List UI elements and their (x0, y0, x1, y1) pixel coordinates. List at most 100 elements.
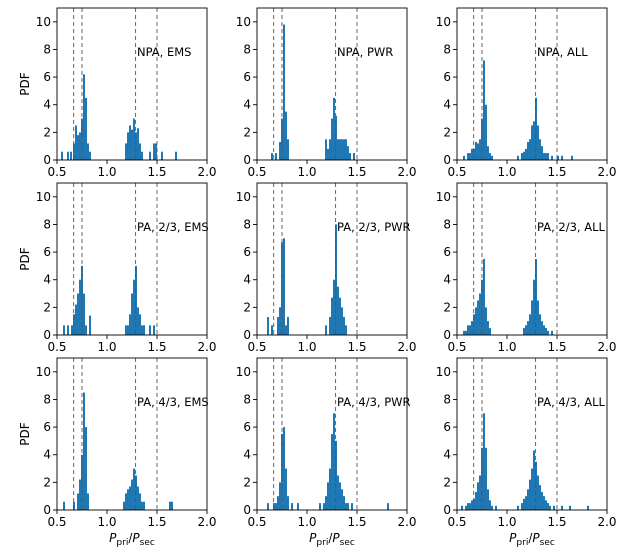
x-tick-label: 0.5 (47, 340, 66, 354)
histogram-bar (143, 501, 145, 510)
y-tick-label: 6 (443, 245, 451, 259)
histogram-bar (153, 325, 155, 335)
histogram-bar (475, 307, 477, 335)
histogram-bar (143, 325, 145, 335)
histogram-bar (479, 139, 481, 160)
y-tick-label: 10 (36, 365, 51, 379)
histogram-bar (469, 325, 471, 335)
histogram-bar (333, 413, 335, 510)
x-tick-label: 1.5 (547, 340, 566, 354)
x-axis-label: Ppri/Psec (309, 531, 355, 548)
y-tick-label: 2 (443, 300, 451, 314)
histogram-bar (529, 139, 531, 160)
histogram-bar (541, 321, 543, 335)
histogram-bar (481, 279, 483, 335)
histogram-bar (139, 314, 141, 335)
y-tick-label: 4 (243, 98, 251, 112)
histogram-bar (329, 139, 331, 160)
axes-frame (256, 7, 408, 161)
histogram-bar (135, 132, 137, 160)
histogram-bar (319, 503, 321, 510)
y-tick-label: 4 (443, 273, 451, 287)
histogram-bar (477, 482, 479, 510)
x-tick-label: 0.5 (447, 340, 466, 354)
y-tick-label: 6 (443, 70, 451, 84)
histogram-bar (467, 503, 469, 510)
histogram-bar (343, 496, 345, 510)
histogram-bar (533, 450, 535, 510)
histogram-bar (287, 139, 289, 160)
x-tick-label: 0.5 (447, 165, 466, 179)
x-tick-label: 1.0 (497, 165, 516, 179)
histogram-bar (561, 155, 563, 160)
y-tick-label: 0 (43, 328, 51, 342)
histogram-bar (467, 325, 469, 335)
histogram-bar (133, 468, 135, 510)
histogram-bar (537, 300, 539, 335)
y-tick-label: 2 (43, 475, 51, 489)
axes-frame (56, 7, 208, 161)
histogram-bar (277, 496, 279, 510)
panel-annotation: PA, 2/3, PWR (337, 220, 411, 234)
y-tick-label: 2 (443, 125, 451, 139)
histogram-bar (463, 330, 465, 335)
histogram-bar (339, 482, 341, 510)
histogram-bar (137, 486, 139, 510)
histogram-bar (85, 427, 87, 510)
histogram-bar (561, 505, 563, 510)
histogram-bar (79, 132, 81, 160)
x-tick-label: 0.5 (47, 165, 66, 179)
y-tick-label: 8 (443, 42, 451, 56)
histogram-bar (547, 503, 549, 510)
x-axis-label: Ppri/Psec (509, 531, 555, 548)
x-tick-label: 1.5 (147, 340, 166, 354)
x-tick-label: 1.5 (547, 515, 566, 529)
histogram-bar (135, 265, 137, 335)
histogram-bar (325, 325, 327, 335)
histogram-bar (283, 24, 285, 160)
histogram-bar (267, 503, 269, 510)
histogram-bar (81, 265, 83, 335)
histogram-bar (587, 505, 589, 510)
histogram-bar (175, 151, 177, 160)
histogram-bar (131, 479, 133, 510)
histogram-bar (483, 413, 485, 510)
histogram-bar (467, 153, 469, 160)
histogram-bar (547, 330, 549, 335)
y-tick-label: 6 (43, 70, 51, 84)
y-tick-label: 4 (43, 448, 51, 462)
histogram-bar (297, 503, 299, 510)
histogram-bar (541, 492, 543, 510)
y-tick-label: 6 (43, 245, 51, 259)
histogram-bar (571, 155, 573, 160)
histogram-bar (127, 489, 129, 510)
histogram-bar (517, 505, 519, 510)
histogram-bar (87, 493, 89, 510)
histogram-bar (343, 139, 345, 160)
histogram-bar (533, 279, 535, 335)
histogram-bar (521, 503, 523, 510)
histogram-bar (87, 143, 89, 160)
histogram-bar (67, 325, 69, 335)
histogram-bar (527, 142, 529, 160)
histogram-bar (133, 118, 135, 160)
histogram-bar (89, 315, 91, 335)
histogram-bar (471, 500, 473, 510)
histogram-bar (523, 498, 525, 510)
y-axis-label: PDF (18, 72, 32, 95)
histogram-bar (331, 118, 333, 160)
y-tick-label: 2 (43, 125, 51, 139)
x-tick-label: 2.0 (397, 515, 416, 529)
histogram-bar (127, 325, 129, 335)
panel-annotation: PA, 2/3, ALL (537, 220, 605, 234)
histogram-bar (461, 505, 463, 510)
histogram-bar (543, 325, 545, 335)
x-tick-label: 1.0 (297, 165, 316, 179)
histogram-bar (271, 153, 273, 160)
histogram-bar (125, 493, 127, 510)
histogram-bar (541, 146, 543, 160)
panel-annotation: PA, 4/3, PWR (337, 395, 411, 409)
histogram-bar (285, 468, 287, 510)
histogram-bar (347, 146, 349, 160)
y-tick-label: 0 (443, 503, 451, 517)
